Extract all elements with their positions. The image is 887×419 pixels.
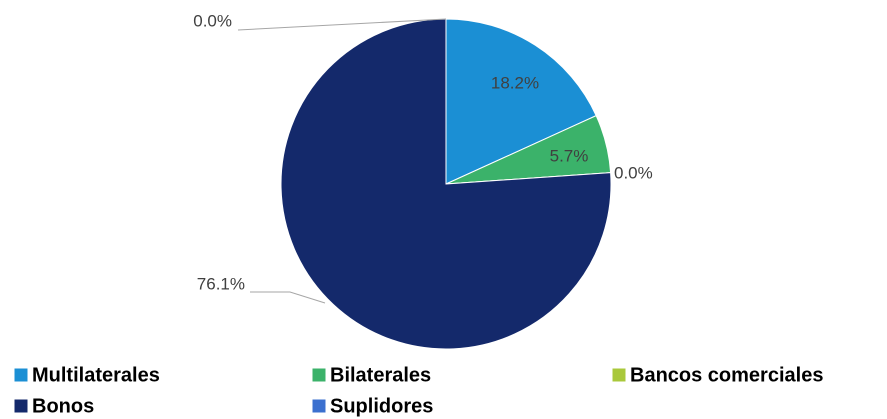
legend-swatch (311, 398, 327, 414)
pie-slice (280, 18, 612, 350)
legend-swatch (13, 398, 29, 414)
legend-label: Suplidores (330, 395, 433, 417)
data-label: 5.7% (550, 146, 589, 165)
data-labels: 18.2% 5.7% 0.0% 76.1% 0.0% (193, 11, 653, 304)
legend-swatch (611, 367, 627, 383)
legend-label: Bonos (32, 395, 94, 417)
legend-label: Bilaterales (330, 364, 431, 386)
pie-slice (445, 18, 597, 185)
legend: Multilaterales Bilaterales Bancos comercia… (13, 364, 823, 417)
leader-line (237, 18, 447, 31)
data-label: 76.1% (197, 274, 245, 293)
leader-line (250, 291, 326, 304)
data-label: 18.2% (491, 73, 539, 92)
data-label: 0.0% (193, 11, 232, 30)
legend-label: Bancos comerciales (630, 364, 823, 386)
data-label: 0.0% (614, 163, 653, 182)
pie (280, 18, 612, 350)
legend-swatch (311, 367, 327, 383)
legend-label: Multilaterales (32, 364, 160, 386)
legend-swatch (13, 367, 29, 383)
